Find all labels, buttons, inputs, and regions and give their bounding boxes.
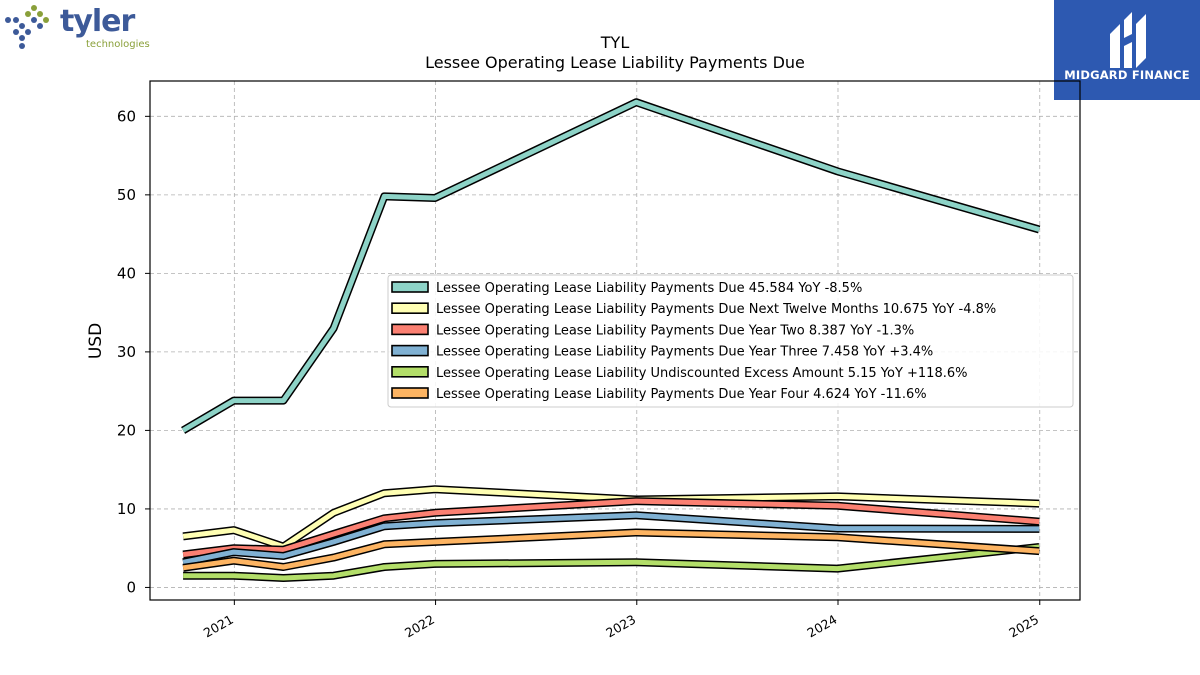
legend-box	[387, 274, 1074, 408]
legend-swatch-5	[391, 365, 429, 378]
series-line-3	[182, 498, 1040, 557]
series-line-6	[182, 530, 1040, 571]
y-tick-label: 10	[117, 500, 136, 518]
chart-title: TYL	[600, 33, 630, 52]
series-line-2	[182, 486, 1040, 550]
legend-label-5: Lessee Operating Lease Liability Undisco…	[436, 366, 967, 381]
tyler-logo: tyler technologies	[4, 4, 154, 54]
legend-swatch-3	[391, 323, 429, 336]
y-tick-label: 40	[117, 264, 136, 282]
midgard-mark-icon	[1110, 12, 1146, 68]
plot-frame	[149, 80, 1081, 601]
x-tick-label: 2023	[603, 612, 638, 641]
y-tick-label: 20	[117, 421, 136, 439]
y-tick-label: 0	[126, 578, 136, 596]
x-tick-label: 2024	[804, 612, 839, 641]
tyler-logo-sub: technologies	[86, 39, 150, 50]
x-tick-label: 2021	[201, 612, 236, 641]
legend-swatch-6	[391, 387, 429, 399]
tyler-logo-word: tyler	[60, 4, 135, 39]
y-axis-label: USD	[86, 323, 106, 359]
y-tick-label: 30	[117, 343, 136, 361]
midgard-logo-text: MIDGARD FINANCE	[1064, 68, 1190, 82]
series-layer	[181, 98, 1041, 582]
series-line-5	[183, 544, 1040, 581]
midgard-logo: MIDGARD FINANCE	[1054, 0, 1200, 100]
legend-label-3: Lessee Operating Lease Liability Payment…	[436, 323, 914, 338]
y-tick-label: 60	[117, 107, 136, 125]
legend-label-2: Lessee Operating Lease Liability Payment…	[436, 302, 996, 317]
series-line-4	[182, 512, 1040, 565]
series-line-1	[181, 99, 1040, 433]
x-tick-label: 2025	[1006, 612, 1041, 641]
legend-label-6: Lessee Operating Lease Liability Payment…	[436, 387, 927, 402]
legend: Lessee Operating Lease Liability Payment…	[387, 274, 1074, 408]
legend-swatch-1	[391, 281, 429, 293]
x-tick-label: 2022	[402, 612, 437, 641]
tyler-dots-icon	[5, 5, 49, 49]
y-tick-label: 50	[117, 186, 136, 204]
legend-swatch-4	[391, 344, 429, 357]
chart-subtitle: Lessee Operating Lease Liability Payment…	[425, 53, 805, 72]
legend-swatch-2	[391, 302, 429, 315]
legend-label-4: Lessee Operating Lease Liability Payment…	[436, 345, 933, 360]
legend-label-1: Lessee Operating Lease Liability Payment…	[436, 281, 862, 296]
